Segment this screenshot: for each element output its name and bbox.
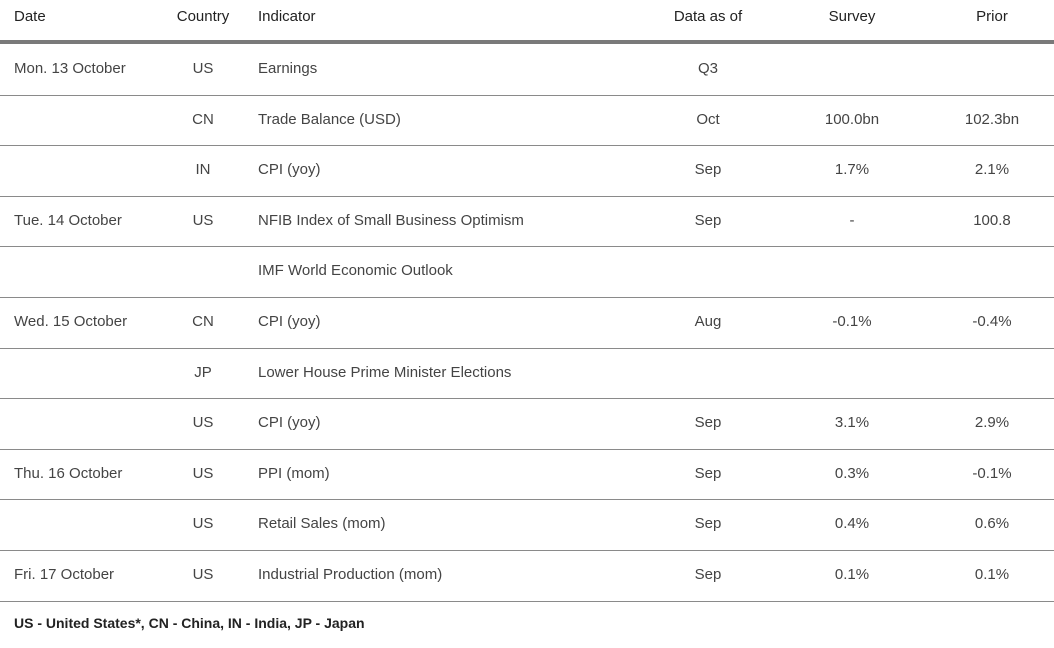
table-row: IMF World Economic Outlook xyxy=(0,246,1054,298)
header-country: Country xyxy=(176,8,230,25)
cell-data-as-of: Sep xyxy=(694,161,722,179)
cell-prior: -0.4% xyxy=(972,313,1012,330)
cell-indicator: Trade Balance (USD) xyxy=(258,110,401,128)
cell-country: US xyxy=(192,566,214,583)
cell-survey: 0.1% xyxy=(834,566,870,583)
cell-country: US xyxy=(192,414,214,432)
cell-data-as-of: Sep xyxy=(694,211,722,229)
cell-indicator: IMF World Economic Outlook xyxy=(258,262,453,280)
cell-indicator: Earnings xyxy=(258,60,318,77)
cell-indicator: Retail Sales (mom) xyxy=(258,515,386,533)
cell-prior: 0.6% xyxy=(974,515,1010,533)
cell-survey: -0.1% xyxy=(832,313,872,330)
cell-data-as-of: Oct xyxy=(696,110,720,128)
cell-survey: 3.1% xyxy=(834,414,870,432)
table-row: Fri. 17 October US Industrial Production (… xyxy=(0,550,1054,602)
cell-date: Mon. 13 October xyxy=(14,60,126,77)
cell-country: US xyxy=(192,464,214,482)
header-prior: Prior xyxy=(976,8,1008,25)
cell-data-as-of: Aug xyxy=(694,313,722,330)
cell-date: Tue. 14 October xyxy=(14,211,122,229)
cell-data-as-of: Sep xyxy=(694,414,722,432)
table-row: Wed. 15 October CN CPI (yoy) Aug -0.1% -0.4% xyxy=(0,297,1054,349)
cell-country: US xyxy=(192,515,214,533)
cell-prior: -0.1% xyxy=(972,464,1012,482)
table-row: CN Trade Balance (USD) Oct 100.0bn 102.3bn xyxy=(0,95,1054,147)
cell-indicator: PPI (mom) xyxy=(258,464,330,482)
cell-data-as-of: Sep xyxy=(694,566,722,583)
cell-country: JP xyxy=(194,363,212,381)
header-date: Date xyxy=(14,8,46,25)
cell-data-as-of: Q3 xyxy=(697,60,718,77)
table-row: US CPI (yoy) Sep 3.1% 2.9% xyxy=(0,398,1054,450)
country-legend: US - United States*, CN - China, IN - In… xyxy=(14,615,365,631)
table-row: IN CPI (yoy) Sep 1.7% 2.1% xyxy=(0,145,1054,197)
cell-country: IN xyxy=(195,161,211,179)
cell-indicator: CPI (yoy) xyxy=(258,313,321,330)
cell-prior: 2.1% xyxy=(974,161,1010,179)
cell-prior: 0.1% xyxy=(974,566,1010,583)
cell-date: Thu. 16 October xyxy=(14,464,123,482)
cell-survey: 1.7% xyxy=(834,161,870,179)
header-data-as-of: Data as of xyxy=(673,8,743,25)
cell-survey: 0.4% xyxy=(834,515,870,533)
cell-date: Fri. 17 October xyxy=(14,566,115,583)
table-row: Thu. 16 October US PPI (mom) Sep 0.3% -0.1% xyxy=(0,449,1054,501)
table-header: Date Country Indicator Data as of Survey… xyxy=(0,0,1054,40)
cell-country: CN xyxy=(192,313,214,330)
cell-survey: 0.3% xyxy=(834,464,870,482)
cell-indicator: CPI (yoy) xyxy=(258,414,321,432)
cell-prior: 2.9% xyxy=(974,414,1010,432)
cell-indicator: Lower House Prime Minister Elections xyxy=(258,363,512,381)
header-survey: Survey xyxy=(828,8,876,25)
cell-country: CN xyxy=(192,110,214,128)
cell-data-as-of: Sep xyxy=(694,464,722,482)
cell-survey: 100.0bn xyxy=(824,110,880,128)
cell-country: US xyxy=(192,60,214,77)
cell-prior: 102.3bn xyxy=(964,110,1020,128)
table-row: JP Lower House Prime Minister Elections xyxy=(0,348,1054,400)
cell-indicator: NFIB Index of Small Business Optimism xyxy=(258,211,524,229)
header-indicator: Indicator xyxy=(258,8,316,25)
table-row: Mon. 13 October US Earnings Q3 xyxy=(0,44,1054,96)
cell-data-as-of: Sep xyxy=(694,515,722,533)
cell-prior: 100.8 xyxy=(973,211,1011,229)
header-divider xyxy=(0,40,1054,44)
table-row: Tue. 14 October US NFIB Index of Small Bus… xyxy=(0,196,1054,248)
cell-date: Wed. 15 October xyxy=(14,313,128,330)
cell-indicator: Industrial Production (mom) xyxy=(258,566,443,583)
cell-country: US xyxy=(192,211,214,229)
table-row: US Retail Sales (mom) Sep 0.4% 0.6% xyxy=(0,499,1054,551)
cell-survey: - xyxy=(849,211,855,229)
cell-indicator: CPI (yoy) xyxy=(258,161,321,179)
